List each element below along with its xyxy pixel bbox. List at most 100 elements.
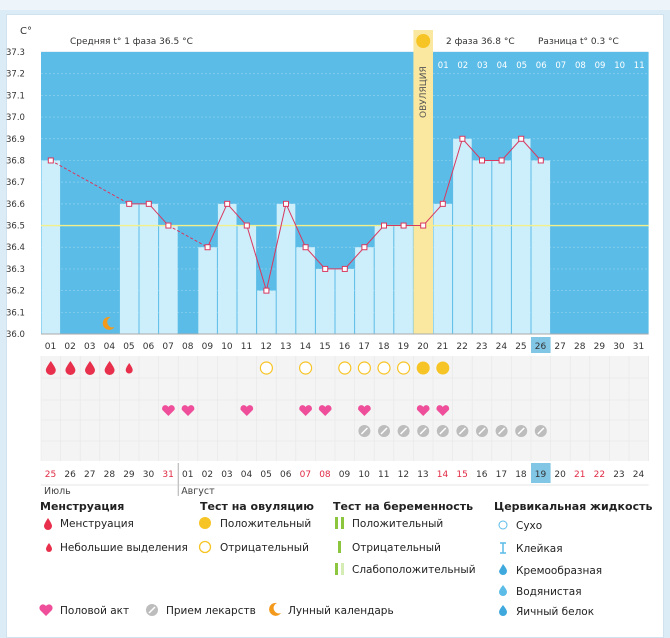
medication-pill-mark bbox=[360, 427, 368, 435]
day-label: 10 bbox=[221, 342, 233, 352]
intercourse-heart bbox=[416, 405, 430, 416]
temp-point bbox=[302, 244, 309, 251]
temp-point bbox=[47, 157, 54, 164]
temp-line-segment bbox=[364, 225, 385, 248]
temp-line-segment bbox=[168, 225, 208, 248]
intercourse-heart bbox=[436, 405, 450, 416]
temp-point bbox=[341, 265, 348, 272]
temp-line-segment bbox=[246, 225, 267, 291]
medication-pill-mark bbox=[419, 427, 427, 435]
temp-point bbox=[263, 287, 270, 294]
temp-point bbox=[537, 157, 544, 164]
temp-bar bbox=[237, 225, 257, 334]
legend-title-cervical: Цервикальная жидкость bbox=[494, 500, 653, 513]
ovulation-test-negative bbox=[299, 361, 313, 375]
phase2-day-label: 04 bbox=[497, 61, 508, 71]
intercourse-heart bbox=[162, 405, 175, 416]
calendar-date: 15 bbox=[456, 470, 467, 480]
temp-point bbox=[479, 157, 485, 164]
dry-icon bbox=[498, 520, 508, 530]
menstruation-drop bbox=[45, 361, 56, 375]
phase-header bbox=[41, 30, 649, 52]
temp-line-segment bbox=[344, 246, 365, 270]
temp-bar bbox=[276, 203, 296, 334]
temp-point bbox=[165, 222, 172, 229]
temp-difference: Разница t° 0.3 °C bbox=[538, 37, 619, 47]
y-tick-label: 37.1 bbox=[6, 91, 25, 101]
legend-menstruation: Менструация bbox=[60, 518, 134, 530]
temp-line-segment bbox=[442, 138, 463, 204]
creamy-icon bbox=[499, 564, 507, 575]
y-tick-label: 36.3 bbox=[6, 265, 25, 275]
medication-pill-mark bbox=[458, 427, 466, 435]
temp-point bbox=[518, 135, 525, 142]
light-bleeding-drop-icon bbox=[46, 543, 52, 552]
temp-line-segment bbox=[226, 203, 248, 226]
temp-line-segment bbox=[207, 203, 228, 248]
calendar-date: 27 bbox=[84, 470, 95, 480]
temp-point bbox=[283, 200, 289, 207]
calendar-date: 28 bbox=[104, 470, 116, 480]
ovulation-test-negative bbox=[377, 361, 391, 375]
legend-dry: Сухо bbox=[516, 520, 543, 532]
temp-bar bbox=[335, 268, 355, 334]
legend-intercourse: Половой акт bbox=[60, 605, 130, 617]
temp-point bbox=[243, 222, 250, 229]
calendar-date: 09 bbox=[339, 470, 351, 480]
day-label: 09 bbox=[202, 342, 214, 352]
temp-point bbox=[498, 157, 505, 164]
calendar-date: 30 bbox=[143, 470, 155, 480]
calendar-date: 01 bbox=[182, 470, 193, 480]
calendar-date: 16 bbox=[476, 470, 488, 480]
day-label: 26 bbox=[535, 342, 547, 352]
ovulation-test-positive bbox=[436, 361, 450, 375]
today-date-highlight bbox=[531, 463, 551, 483]
y-tick-label: 36.6 bbox=[6, 200, 25, 210]
temp-point bbox=[145, 200, 152, 207]
pregnancy-positive-icon bbox=[335, 517, 344, 529]
ovulation-test-negative bbox=[357, 361, 371, 375]
intercourse-heart bbox=[318, 405, 332, 416]
legend-light-bleeding: Небольшие выделения bbox=[60, 542, 188, 554]
phase2-day-label: 06 bbox=[536, 61, 547, 71]
medication-pill-mark bbox=[478, 427, 486, 435]
ovulation-column bbox=[413, 30, 433, 334]
temp-bar bbox=[531, 160, 551, 334]
legend-ovulation-positive: Положительный bbox=[220, 518, 312, 530]
legend-ovulation-negative: Отрицательный bbox=[220, 542, 309, 554]
y-tick-label: 36.4 bbox=[6, 243, 25, 253]
temp-bar bbox=[315, 268, 335, 334]
day-label: 15 bbox=[319, 342, 330, 352]
day-label: 31 bbox=[633, 342, 644, 352]
calendar-date: 10 bbox=[358, 470, 370, 480]
temp-line-segment bbox=[285, 203, 307, 248]
temp-point bbox=[361, 244, 368, 251]
day-label: 23 bbox=[476, 342, 487, 352]
day-label: 17 bbox=[358, 342, 369, 352]
day-label: 21 bbox=[437, 342, 448, 352]
light-bleeding-drop bbox=[125, 363, 133, 374]
calendar-date: 14 bbox=[437, 470, 449, 480]
calendar-row bbox=[41, 463, 649, 483]
y-axis-label: C° bbox=[20, 26, 32, 37]
calendar-date: 13 bbox=[417, 470, 428, 480]
ovulation-test-positive-icon bbox=[199, 517, 211, 529]
day-label: 06 bbox=[143, 342, 155, 352]
day-label: 01 bbox=[45, 342, 56, 352]
legend-watery: Водянистая bbox=[516, 586, 582, 598]
egg-white-icon bbox=[499, 605, 507, 616]
temp-bar bbox=[41, 160, 61, 334]
day-label: 08 bbox=[182, 342, 194, 352]
phase2-day-label: 09 bbox=[595, 61, 606, 71]
calendar-date: 06 bbox=[280, 470, 292, 480]
temp-line-segment bbox=[462, 138, 483, 161]
intercourse-heart bbox=[240, 405, 254, 416]
legend-creamy: Кремообразная bbox=[516, 565, 603, 577]
calendar-date: 29 bbox=[123, 470, 135, 480]
legend-lunar: Лунный календарь bbox=[288, 605, 394, 617]
calendar-date: 19 bbox=[535, 470, 547, 480]
y-tick-label: 37.3 bbox=[6, 48, 25, 58]
calendar-date: 12 bbox=[398, 470, 409, 480]
phase2-average: 2 фаза 36.8 °C bbox=[446, 37, 515, 47]
month-label: Июль bbox=[44, 486, 71, 497]
